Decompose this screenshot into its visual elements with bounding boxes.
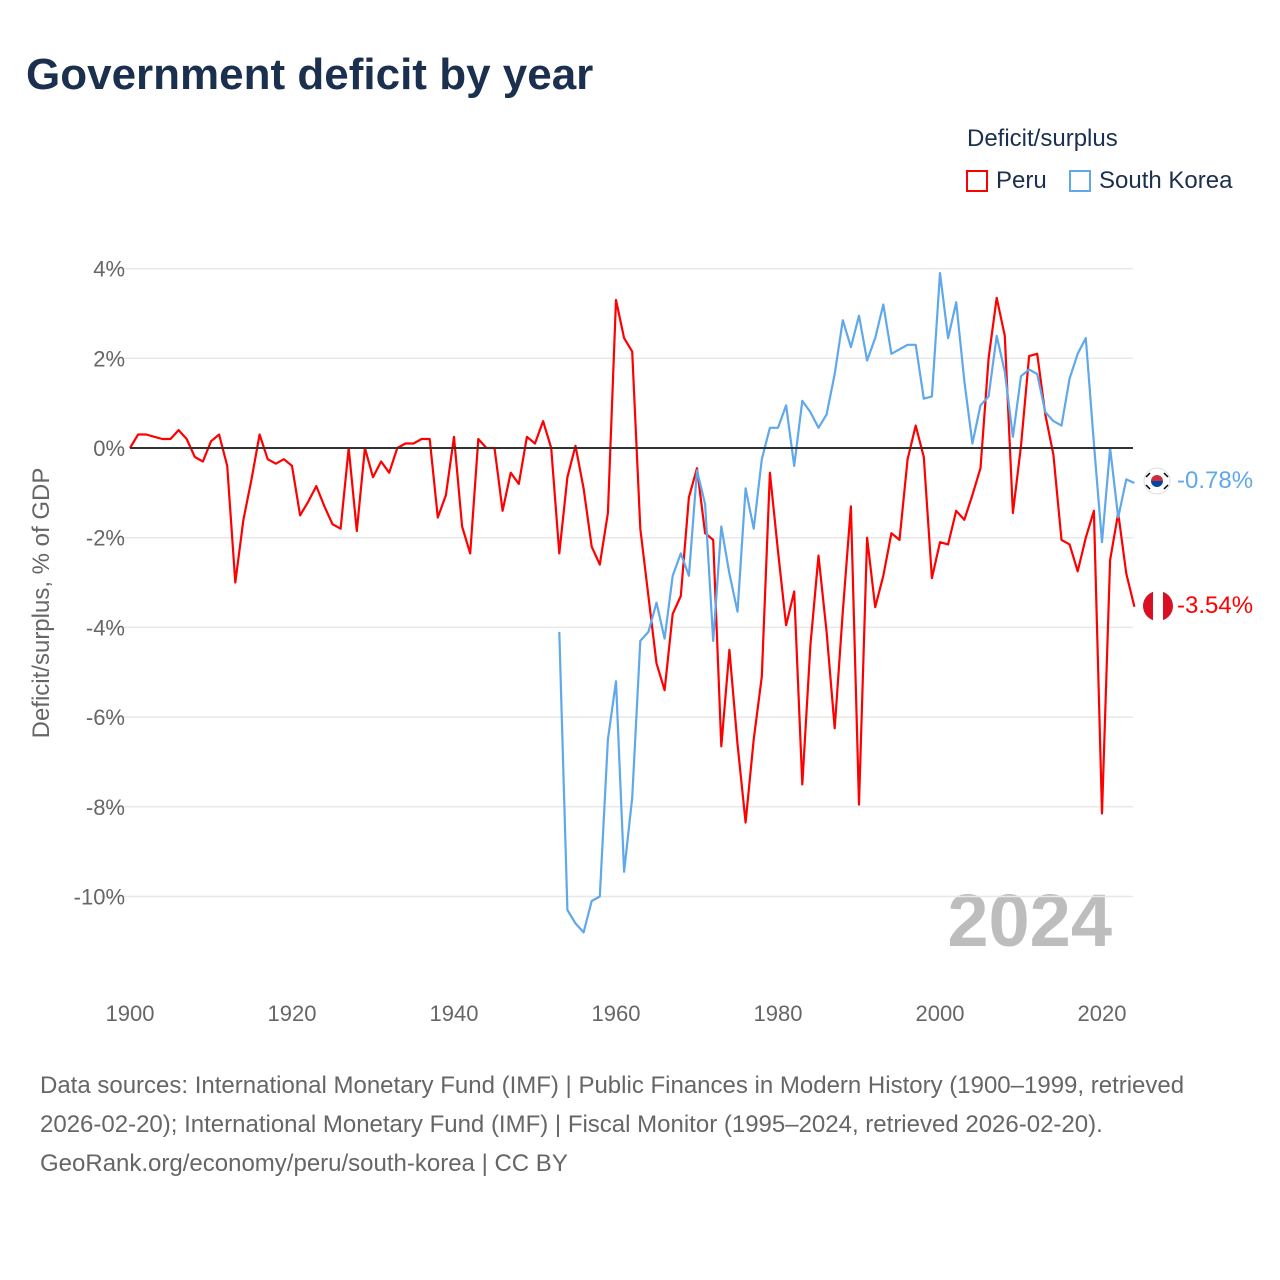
year-watermark: 2024 bbox=[947, 879, 1112, 962]
series-line-peru bbox=[129, 296, 1136, 824]
x-tick-label: 1960 bbox=[592, 1001, 641, 1026]
end-label-peru: -3.54% bbox=[1177, 592, 1254, 619]
y-tick-label: 2% bbox=[93, 346, 125, 371]
y-tick-label: -10% bbox=[74, 885, 125, 910]
end-label-south-korea: -0.78% bbox=[1177, 467, 1254, 494]
legend-swatch-south-korea bbox=[1069, 170, 1091, 192]
y-tick-label: -6% bbox=[86, 705, 125, 730]
legend-label: Peru bbox=[996, 167, 1047, 194]
series-line-south-korea bbox=[558, 272, 1135, 934]
credit-link[interactable]: GeoRank.org/economy/peru/south-korea | C… bbox=[40, 1150, 568, 1177]
legend-label: South Korea bbox=[1099, 167, 1233, 194]
x-tick-label: 1900 bbox=[106, 1001, 155, 1026]
x-tick-label: 1920 bbox=[268, 1001, 317, 1026]
x-tick-label: 1940 bbox=[430, 1001, 479, 1026]
legend-item-peru[interactable]: Peru bbox=[966, 167, 1047, 195]
data-sources: Data sources: International Monetary Fun… bbox=[40, 1072, 1185, 1138]
footer: Data sources: International Monetary Fun… bbox=[40, 1066, 1240, 1183]
x-tick-label: 2000 bbox=[916, 1001, 965, 1026]
x-tick-label: 2020 bbox=[1078, 1001, 1127, 1026]
x-tick-label: 1980 bbox=[754, 1001, 803, 1026]
page-title: Government deficit by year bbox=[26, 50, 594, 99]
y-tick-label: -8% bbox=[86, 795, 125, 820]
legend-item-south-korea[interactable]: South Korea bbox=[1069, 167, 1232, 195]
south-korea-flag-icon bbox=[1143, 467, 1171, 495]
y-tick-label: 4% bbox=[93, 257, 125, 282]
y-tick-label: -4% bbox=[86, 615, 125, 640]
y-tick-label: 0% bbox=[93, 436, 125, 461]
y-tick-label: -2% bbox=[86, 526, 125, 551]
peru-flag-icon bbox=[1143, 591, 1173, 621]
legend-swatch-peru bbox=[966, 170, 988, 192]
legend-title: Deficit/surplus bbox=[967, 125, 1118, 152]
